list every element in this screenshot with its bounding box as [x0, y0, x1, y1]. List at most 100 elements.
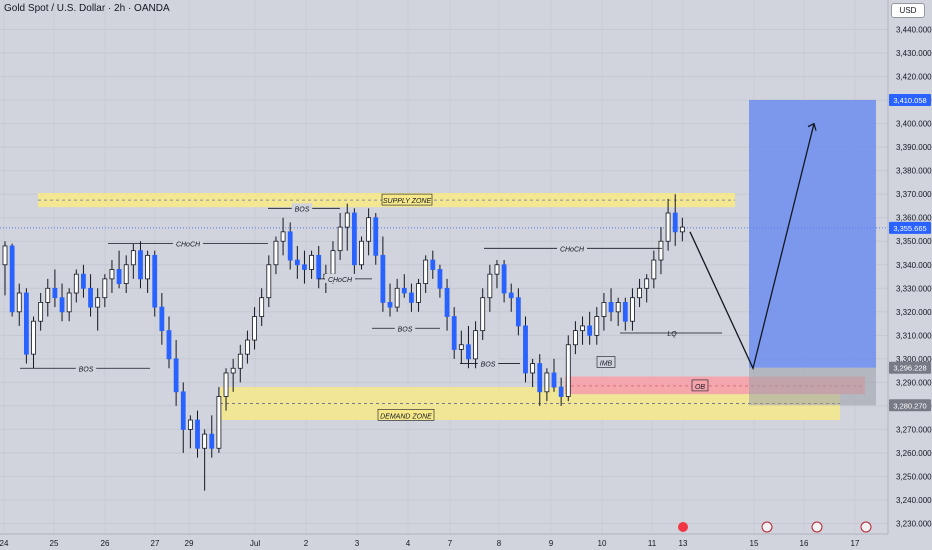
- event-markers[interactable]: [678, 521, 872, 533]
- candle-body[interactable]: [366, 217, 372, 242]
- symbol-title[interactable]: Gold Spot / U.S. Dollar · 2h · OANDA: [4, 3, 170, 14]
- candle-body[interactable]: [195, 419, 200, 449]
- candle-body[interactable]: [451, 316, 457, 350]
- candle-body[interactable]: [237, 353, 243, 369]
- candle-body[interactable]: [394, 287, 400, 308]
- candle-body[interactable]: [216, 396, 222, 449]
- candle-body[interactable]: [145, 254, 151, 280]
- candle-body[interactable]: [166, 330, 172, 360]
- candle-body[interactable]: [437, 269, 443, 289]
- earnings-flash-icon[interactable]: [678, 522, 688, 532]
- candle-body[interactable]: [344, 212, 350, 228]
- candle-body[interactable]: [287, 231, 293, 261]
- candle-body[interactable]: [523, 325, 528, 374]
- candle-body[interactable]: [73, 273, 79, 294]
- candle-body[interactable]: [252, 316, 257, 341]
- candle-body[interactable]: [123, 264, 129, 284]
- candle-body[interactable]: [622, 302, 628, 322]
- candle-body[interactable]: [416, 283, 421, 303]
- candle-body[interactable]: [601, 302, 607, 317]
- candle-body[interactable]: [245, 339, 250, 355]
- candle-body[interactable]: [9, 245, 15, 313]
- candle-body[interactable]: [580, 325, 585, 332]
- candle-body[interactable]: [615, 302, 621, 313]
- candle-body[interactable]: [330, 250, 336, 275]
- candle-body[interactable]: [658, 240, 664, 261]
- candle-body[interactable]: [651, 259, 657, 280]
- candle-body[interactable]: [637, 287, 642, 299]
- candle-body[interactable]: [508, 292, 514, 299]
- projection-path[interactable]: [689, 123, 815, 371]
- candle-body[interactable]: [45, 287, 51, 303]
- target-box[interactable]: [749, 99, 876, 368]
- us-flag-event-icon[interactable]: [761, 521, 773, 533]
- candle-body[interactable]: [16, 292, 22, 313]
- candle-body[interactable]: [259, 297, 265, 317]
- candle-body[interactable]: [515, 297, 521, 327]
- candle-body[interactable]: [280, 231, 286, 242]
- candle-body[interactable]: [565, 344, 571, 397]
- candle-body[interactable]: [544, 372, 550, 393]
- candle-body[interactable]: [494, 264, 500, 275]
- candle-body[interactable]: [59, 297, 65, 313]
- candle-body[interactable]: [551, 372, 557, 388]
- candle-body[interactable]: [573, 330, 578, 346]
- candle-body[interactable]: [337, 226, 343, 252]
- candle-body[interactable]: [116, 269, 122, 284]
- candle-body[interactable]: [351, 212, 357, 266]
- candle-body[interactable]: [159, 306, 165, 332]
- candle-body[interactable]: [359, 240, 364, 266]
- candle-body[interactable]: [630, 297, 635, 322]
- candle-body[interactable]: [487, 273, 493, 299]
- candle-body[interactable]: [665, 212, 671, 242]
- candle-body[interactable]: [587, 325, 593, 336]
- candle-body[interactable]: [88, 287, 93, 308]
- candle-body[interactable]: [501, 264, 507, 294]
- candle-body[interactable]: [644, 278, 650, 289]
- stop-box[interactable]: [749, 367, 876, 406]
- candle-body[interactable]: [109, 269, 115, 280]
- candle-body[interactable]: [444, 287, 450, 317]
- candle-body[interactable]: [31, 320, 36, 355]
- candle-body[interactable]: [302, 264, 307, 270]
- candle-body[interactable]: [138, 250, 143, 280]
- candle-body[interactable]: [679, 226, 685, 233]
- candle-body[interactable]: [480, 297, 486, 332]
- candle-body[interactable]: [230, 367, 236, 374]
- candle-body[interactable]: [672, 212, 678, 233]
- candle-body[interactable]: [380, 254, 386, 303]
- candle-body[interactable]: [594, 316, 600, 336]
- currency-button[interactable]: USD: [891, 3, 925, 18]
- candle-body[interactable]: [387, 302, 393, 308]
- candle-body[interactable]: [537, 363, 543, 393]
- candle-body[interactable]: [473, 330, 478, 360]
- annotations-layer[interactable]: BOS CHoCH BOS CHoCH BOS BOS CHoCH LQ SUPPLY ZONE…: [20, 122, 817, 421]
- candle-body[interactable]: [309, 254, 314, 270]
- us-flag-event-icon[interactable]: [860, 521, 872, 533]
- price-axis[interactable]: [888, 0, 932, 550]
- candle-body[interactable]: [209, 433, 215, 449]
- candle-body[interactable]: [38, 302, 44, 322]
- candle-body[interactable]: [466, 344, 471, 360]
- candle-body[interactable]: [102, 278, 108, 299]
- candle-body[interactable]: [558, 386, 564, 397]
- candle-body[interactable]: [608, 302, 614, 313]
- candle-body[interactable]: [152, 254, 158, 308]
- candle-body[interactable]: [130, 250, 136, 266]
- candle-body[interactable]: [173, 358, 179, 393]
- candle-body[interactable]: [66, 292, 72, 313]
- candle-body[interactable]: [81, 273, 86, 289]
- us-flag-event-icon[interactable]: [811, 521, 823, 533]
- candle-body[interactable]: [530, 363, 536, 374]
- candle-body[interactable]: [223, 372, 229, 397]
- candle-body[interactable]: [187, 419, 193, 430]
- candle-body[interactable]: [294, 259, 300, 266]
- candle-body[interactable]: [423, 259, 429, 284]
- candle-body[interactable]: [202, 433, 208, 449]
- candle-body[interactable]: [180, 391, 186, 430]
- candle-body[interactable]: [95, 297, 101, 308]
- candle-body[interactable]: [430, 259, 436, 270]
- candle-body[interactable]: [409, 292, 414, 303]
